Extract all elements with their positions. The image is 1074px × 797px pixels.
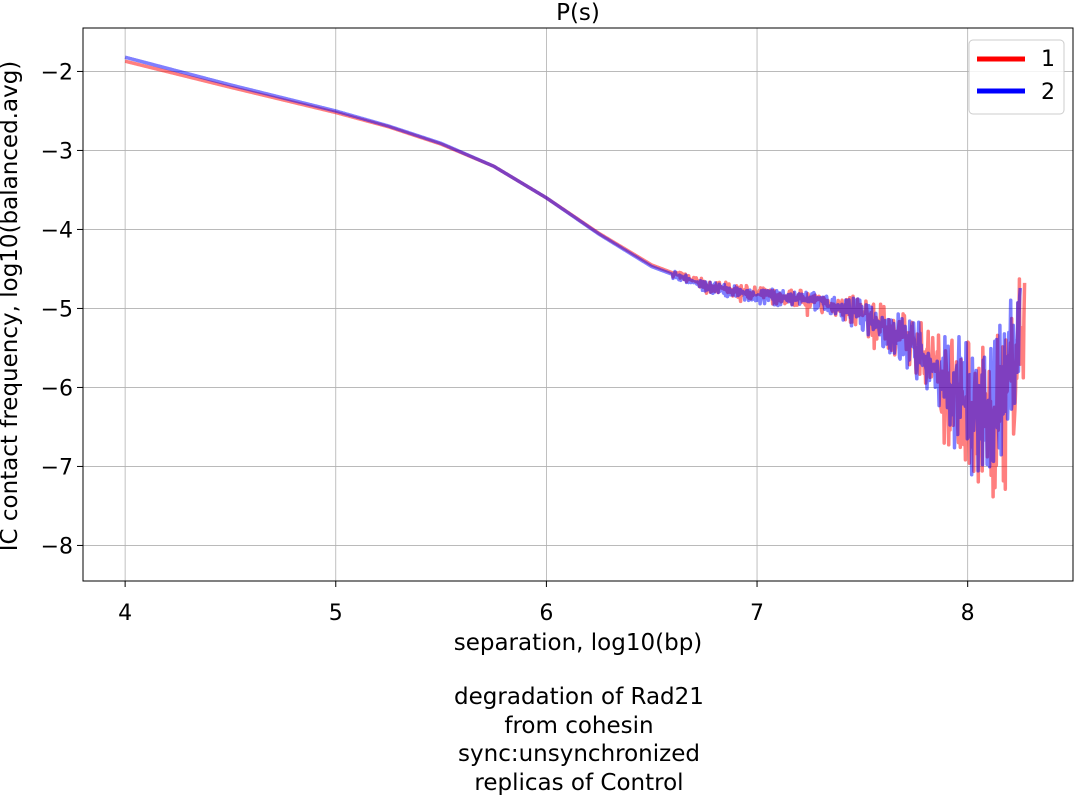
x-axis-label: separation, log10(bp)	[454, 630, 703, 656]
chart-title: P(s)	[556, 0, 600, 26]
grid	[83, 28, 1073, 581]
y-tick-label: −8	[41, 534, 73, 559]
series-line-1	[125, 61, 1025, 497]
legend-label-2: 2	[1041, 80, 1055, 105]
y-tick-label: −6	[41, 376, 73, 401]
x-tick-label: 6	[539, 601, 553, 626]
caption-line-2: from cohesin	[0, 712, 1074, 741]
y-tick-label: −3	[41, 139, 73, 164]
legend: 1 2	[969, 40, 1064, 114]
y-tick-label: −7	[41, 455, 73, 480]
chart: 4 5 6 7 8 −2 −3 −4 −5 −6 −7 −8 P(s) separation, log…	[0, 0, 1074, 680]
caption: degradation of Rad21 from cohesin sync:u…	[0, 683, 1074, 797]
series-layer	[125, 57, 1025, 497]
y-tick-label: −5	[41, 297, 73, 322]
caption-line-1: degradation of Rad21	[0, 683, 1074, 712]
y-tick-label: −2	[41, 60, 73, 85]
plot-frame	[83, 28, 1073, 581]
series-line-2	[125, 57, 1020, 475]
legend-label-1: 1	[1041, 47, 1055, 72]
x-tick-label: 7	[750, 601, 764, 626]
caption-line-3: sync:unsynchronized	[0, 740, 1074, 769]
x-tick-label: 5	[329, 601, 343, 626]
x-tick-label: 4	[118, 601, 132, 626]
x-tick-label: 8	[961, 601, 975, 626]
y-tick-label: −4	[41, 218, 73, 243]
caption-line-4: replicas of Control	[0, 769, 1074, 797]
ticks: 4 5 6 7 8 −2 −3 −4 −5 −6 −7 −8	[41, 60, 975, 626]
y-axis-label: IC contact frequency, log10(balanced.avg…	[0, 61, 23, 552]
